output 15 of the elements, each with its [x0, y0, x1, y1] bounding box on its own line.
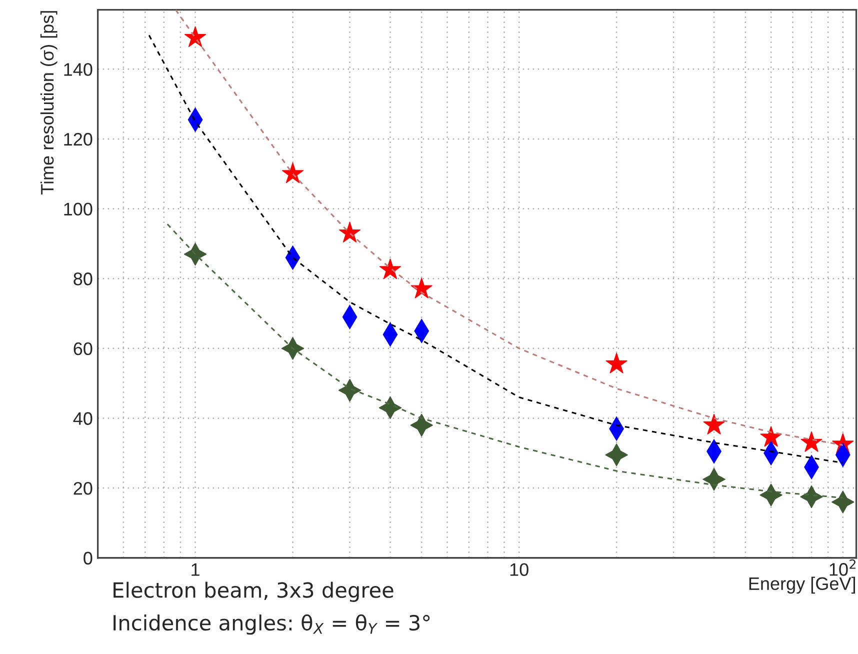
y-tick-label: 60	[74, 342, 92, 356]
x-tick-label: 10$^{2}$	[830, 559, 856, 576]
y-tick-label: 100	[64, 202, 92, 216]
text: Electron beam, 3x3 degree	[114, 582, 394, 602]
y-tick-label: 20	[74, 482, 92, 495]
y-tick-label: 140	[64, 63, 92, 76]
y-tick-label: 80	[74, 272, 92, 286]
y-tick-label: 120	[64, 132, 92, 146]
y-tick-label: 0	[84, 552, 92, 565]
y-axis-title: Time resolution (σ) [ps]	[40, 11, 58, 194]
x-axis-title: Energy [GeV]	[749, 576, 855, 594]
text: Incidence angles: θ$_{X}$ = θ$_{Y}$ = 3°	[114, 614, 430, 635]
y-tick-label: 40	[73, 412, 92, 425]
x-tick-label: 10	[510, 563, 528, 576]
x-tick-label: 1	[192, 563, 200, 576]
